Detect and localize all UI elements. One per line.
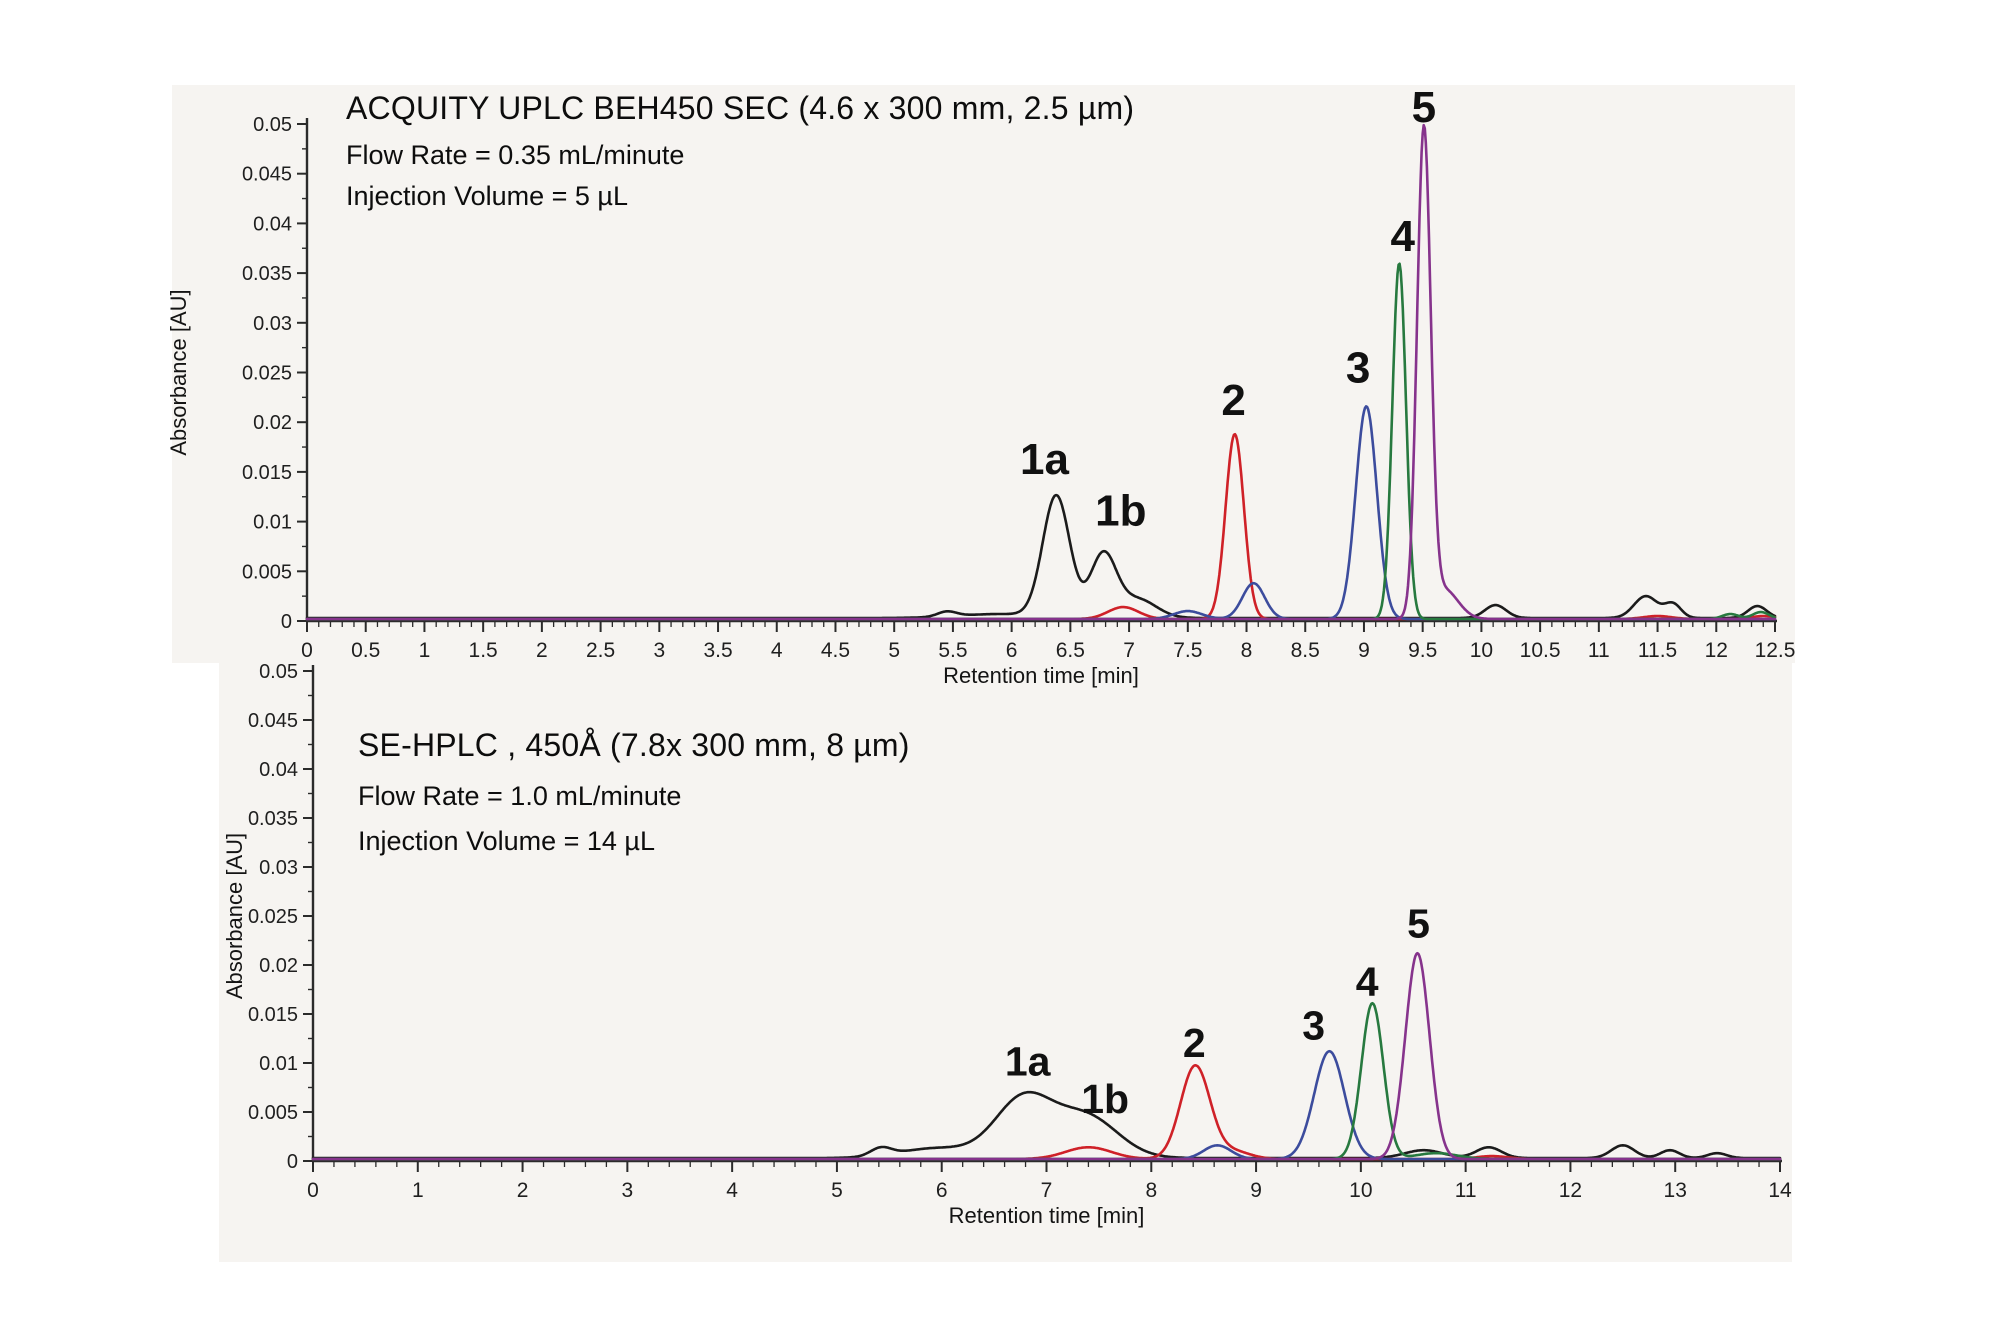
y-tick-label: 0.01 — [253, 512, 292, 534]
x-tick-label: 9.5 — [1408, 639, 1437, 662]
x-tick-label: 10 — [1470, 639, 1493, 662]
y-tick-label: 0.005 — [248, 1102, 298, 1124]
x-tick-label: 9 — [1358, 639, 1370, 662]
peak-label: 5 — [1412, 83, 1436, 132]
peak-label: 5 — [1407, 901, 1430, 947]
peak-label: 1a — [1005, 1039, 1052, 1085]
x-tick-label: 11.5 — [1638, 639, 1677, 662]
x-tick-label: 4 — [726, 1179, 738, 1202]
x-tick-label: 1 — [419, 639, 431, 662]
trace-sample-5-purple — [305, 123, 1777, 621]
x-tick-label: 5 — [888, 639, 900, 662]
x-tick-label: 5 — [831, 1179, 843, 1202]
x-tick-label: 13 — [1664, 1179, 1687, 1202]
y-tick-label: 0.02 — [253, 412, 292, 434]
peak-label: 4 — [1356, 958, 1379, 1004]
bottom-chart-title-block: SE-HPLC , 450Å (7.8x 300 mm, 8 µm) Flow … — [358, 727, 910, 871]
y-tick-label: 0.05 — [259, 661, 298, 683]
x-tick-label: 12 — [1559, 1179, 1582, 1202]
x-tick-label: 4 — [771, 639, 783, 662]
x-tick-label: 11 — [1455, 1179, 1477, 1202]
x-tick-label: 2.5 — [586, 639, 615, 662]
x-tick-label: 10 — [1349, 1179, 1372, 1202]
y-tick-label: 0 — [281, 611, 292, 633]
x-tick-label: 6 — [1006, 639, 1018, 662]
x-tick-label: 4.5 — [821, 639, 850, 662]
peak-label: 2 — [1221, 376, 1245, 425]
bottom-chart-title: SE-HPLC , 450Å (7.8x 300 mm, 8 µm) — [358, 727, 910, 763]
y-tick-label: 0.035 — [248, 808, 298, 830]
top-chart-title: ACQUITY UPLC BEH450 SEC (4.6 x 300 mm, 2… — [346, 90, 1135, 126]
y-tick-label: 0.05 — [253, 114, 292, 136]
chart-panel: 0 0.005 0.01 0.015 0.02 0.025 0.03 0.035 0.04 0.0… — [166, 83, 1795, 688]
x-tick-label: 0.5 — [351, 639, 380, 662]
y-tick-label: 0.045 — [242, 164, 292, 186]
x-tick-label: 3 — [653, 639, 665, 662]
y-tick-label: 0.045 — [248, 710, 298, 732]
x-tick-label: 0 — [301, 639, 313, 662]
y-tick-label: 0.025 — [242, 363, 292, 385]
x-tick-label: 12.5 — [1755, 639, 1796, 662]
trace-sample-5-purple — [311, 951, 1782, 1161]
x-tick-label: 0 — [307, 1179, 319, 1202]
peak-label: 1b — [1081, 1076, 1129, 1122]
y-tick-label: 0.015 — [242, 462, 292, 484]
y-axis-title: Absorbance [AU] — [222, 833, 247, 999]
peak-label: 4 — [1390, 212, 1415, 261]
x-tick-label: 3.5 — [703, 639, 732, 662]
y-tick-label: 0.02 — [259, 955, 298, 977]
y-tick-label: 0.03 — [259, 857, 298, 879]
x-tick-label: 8 — [1241, 639, 1253, 662]
x-tick-label: 2 — [536, 639, 548, 662]
bottom-chart-flow-rate: Flow Rate = 1.0 mL/minute — [358, 781, 682, 811]
x-tick-label: 6.5 — [1056, 639, 1085, 662]
x-tick-label: 7.5 — [1173, 639, 1202, 662]
x-tick-label: 12 — [1705, 639, 1728, 662]
y-tick-label: 0.04 — [253, 213, 292, 235]
y-axis-title: Absorbance [AU] — [166, 289, 191, 455]
x-tick-label: 8.5 — [1291, 639, 1320, 662]
x-tick-label: 7 — [1123, 639, 1135, 662]
x-tick-label: 2 — [517, 1179, 529, 1202]
y-tick-label: 0.025 — [248, 906, 298, 928]
y-tick-label: 0.01 — [259, 1053, 298, 1075]
panel-background — [172, 85, 1795, 663]
top-chart-injection-volume: Injection Volume = 5 µL — [346, 181, 628, 211]
x-tick-label: 14 — [1768, 1179, 1792, 1202]
x-tick-label: 7 — [1041, 1179, 1053, 1202]
x-tick-label: 1.5 — [469, 639, 498, 662]
y-tick-label: 0.03 — [253, 313, 292, 335]
top-chart-flow-rate: Flow Rate = 0.35 mL/minute — [346, 140, 685, 170]
x-axis-title: Retention time [min] — [949, 1203, 1145, 1228]
y-tick-label: 0.035 — [242, 263, 292, 285]
y-tick-label: 0.04 — [259, 759, 298, 781]
bottom-chart-injection-volume: Injection Volume = 14 µL — [358, 826, 655, 856]
peak-label: 3 — [1302, 1002, 1325, 1048]
top-chart-title-block: ACQUITY UPLC BEH450 SEC (4.6 x 300 mm, 2… — [346, 90, 1134, 222]
y-tick-label: 0.005 — [242, 561, 292, 583]
peak-label: 2 — [1183, 1020, 1206, 1066]
y-tick-label: 0.015 — [248, 1004, 298, 1026]
x-tick-label: 6 — [936, 1179, 948, 1202]
peak-label: 3 — [1346, 343, 1370, 392]
x-tick-label: 10.5 — [1520, 639, 1561, 662]
peak-label: 1b — [1095, 487, 1146, 536]
x-tick-label: 5.5 — [938, 639, 967, 662]
x-tick-label: 8 — [1145, 1179, 1157, 1202]
chart-panel: 0 0.005 0.01 0.015 0.02 0.025 0.03 0.035 0.04 0.0… — [219, 661, 1792, 1262]
x-axis-title: Retention time [min] — [943, 663, 1139, 688]
peak-label: 1a — [1020, 435, 1069, 484]
x-tick-label: 1 — [412, 1179, 424, 1202]
y-tick-label: 0 — [287, 1151, 298, 1173]
x-tick-label: 11 — [1588, 639, 1610, 662]
x-tick-label: 3 — [622, 1179, 634, 1202]
x-tick-label: 9 — [1250, 1179, 1262, 1202]
